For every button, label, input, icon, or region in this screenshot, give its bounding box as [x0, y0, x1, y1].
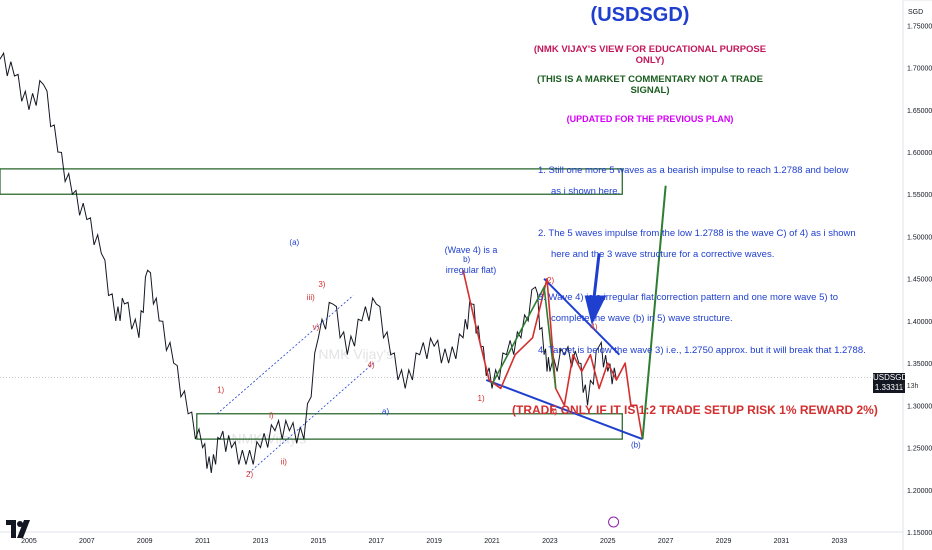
wave-label: 1): [478, 394, 485, 403]
last-price-value: 1.33311: [874, 383, 904, 392]
price-tick-label: 1.25000: [907, 446, 932, 453]
time-tick-label: 2029: [716, 538, 732, 545]
updated-plan-line: (UPDATED FOR THE PREVIOUS PLAN): [566, 114, 734, 124]
last-price-tag: USDSGD 1.33311: [873, 373, 908, 393]
wave-label: 2): [547, 276, 554, 285]
time-tick-label: 2015: [311, 538, 327, 545]
currency-label: SGD: [908, 9, 923, 16]
watermark-text: NMK Vijay's: [318, 346, 393, 362]
tradingview-logo: [4, 518, 34, 545]
time-tick-label: 2011: [195, 538, 210, 545]
wave4-note-line1: (Wave 4) is a: [444, 245, 498, 255]
wave-label: (b): [631, 441, 641, 450]
note-3-line1: 3. Wave 4) is a irregular flat correctio…: [538, 292, 839, 303]
note-3-line2: complete the wave (b) in 5) wave structu…: [551, 313, 733, 324]
time-tick-label: 2023: [542, 538, 558, 545]
price-tick-label: 1.75000: [907, 23, 932, 30]
wave-label: 2): [246, 470, 253, 479]
wave-label: 4): [590, 322, 597, 331]
time-tick-label: 2013: [253, 538, 269, 545]
note-4: 4. Target is below the wave 3) i.e., 1.2…: [538, 340, 866, 361]
price-tick-label: 1.65000: [907, 108, 932, 115]
event-marker-icon: [608, 516, 620, 528]
last-price-symbol: USDSGD: [873, 373, 908, 382]
wave-label: ii): [281, 457, 288, 466]
price-tick-label: 1.30000: [907, 403, 932, 410]
price-tick-label: 1.50000: [907, 234, 932, 241]
bearish-wave-path: [462, 270, 644, 440]
wave-label: v): [313, 322, 320, 331]
time-tick-label: 2033: [832, 538, 848, 545]
wave-label: 3): [318, 280, 325, 289]
down-arrow-head: [584, 295, 607, 326]
wave-label: b): [463, 255, 470, 264]
note-2: 2. The 5 waves impulse from the low 1.27…: [538, 223, 856, 265]
note-1-line1: 1. Still one more 5 waves as a bearish i…: [538, 165, 849, 176]
time-tick-label: 2017: [368, 538, 384, 545]
note-1-line2: as i shown here.: [551, 186, 621, 197]
bar-countdown: 1d 13h: [897, 383, 919, 390]
price-tick-label: 1.45000: [907, 277, 932, 284]
note-4-line1: 4. Target is below the wave 3) i.e., 1.2…: [538, 345, 866, 356]
resistance-zone: [0, 168, 623, 195]
price-tick-label: 1.15000: [907, 530, 932, 537]
wave4-note-line2: irregular flat): [445, 265, 497, 275]
time-tick-label: 2019: [426, 538, 442, 545]
time-tick-label: 2025: [600, 538, 616, 545]
time-tick-label: 2005: [21, 538, 37, 545]
view-disclaimer-line: (NMK VIJAY'S VIEW FOR EDUCATIONAL PURPOS…: [533, 44, 767, 66]
market-commentary-line: (THIS IS A MARKET COMMENTARY NOT A TRADE…: [537, 74, 763, 96]
price-tick-label: 1.70000: [907, 66, 932, 73]
green-wave-segment: [491, 284, 557, 389]
watermark-text-2: NMK Vijay's: [232, 430, 307, 446]
lower-trendline: [485, 379, 643, 441]
trade-rule: (TRADE ONLY IF IT IS 1:2 TRADE SETUP RIS…: [512, 403, 878, 417]
price-tick-label: 1.60000: [907, 150, 932, 157]
time-tick-label: 2009: [137, 538, 153, 545]
time-tick-label: 2007: [79, 538, 95, 545]
price-series-line: [0, 51, 617, 473]
time-tick-label: 2031: [774, 538, 790, 545]
upper-trendline: [543, 277, 621, 356]
price-tick-label: 1.20000: [907, 488, 932, 495]
wave-label: i): [269, 411, 274, 420]
note-2-line2: here and the 3 wave structure for a corr…: [551, 249, 775, 260]
channel-dotted-lower: [248, 362, 374, 474]
wave-label: iii): [307, 293, 315, 302]
price-tick-label: 1.40000: [907, 319, 932, 326]
support-zone: [196, 413, 623, 440]
price-tick-label: 1.55000: [907, 192, 932, 199]
note-1: 1. Still one more 5 waves as a bearish i…: [538, 160, 849, 202]
note-3: 3. Wave 4) is a irregular flat correctio…: [538, 287, 838, 329]
wave-label: (a): [289, 238, 299, 247]
wave-label: 3): [550, 407, 557, 416]
note-2-line1: 2. The 5 waves impulse from the low 1.27…: [538, 228, 856, 239]
wave-label: 4): [368, 360, 375, 369]
time-tick-label: 2021: [484, 538, 500, 545]
wave4-note: (Wave 4) is a irregular flat): [444, 240, 498, 280]
price-tick-label: 1.35000: [907, 361, 932, 368]
chart-title: (USDSGD): [590, 4, 690, 26]
time-tick-label: 2027: [658, 538, 674, 545]
wave-label: 1): [217, 386, 224, 395]
wave-label: a): [382, 407, 389, 416]
bullish-target-line: [641, 185, 667, 440]
